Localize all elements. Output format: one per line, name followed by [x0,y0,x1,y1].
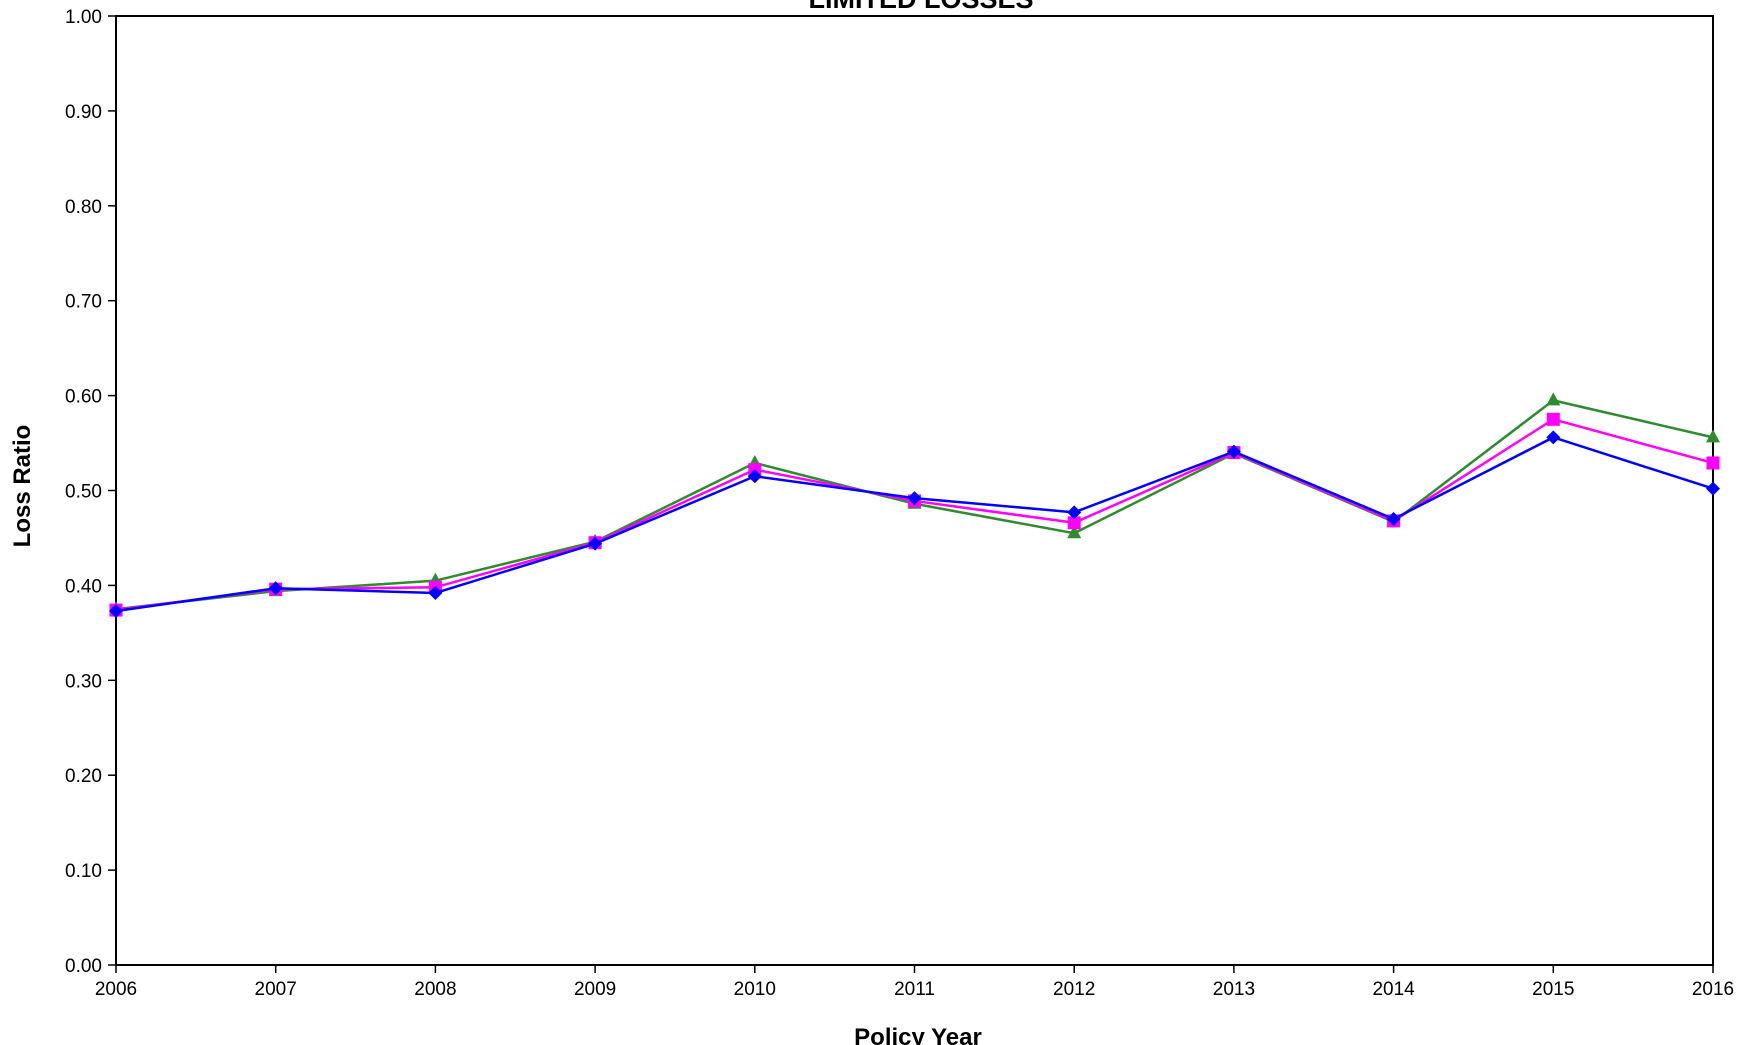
x-tick-label: 2012 [1053,979,1095,1000]
y-axis-label: Loss Ratio [9,425,36,548]
x-axis-label: Policy Year [854,1024,982,1045]
triangle-point [1067,525,1082,539]
diamond-point [588,536,603,551]
diamond-point [747,469,762,484]
x-tick-label: 2007 [255,979,297,1000]
y-axis-ticks: 0.00 0.10 0.20 0.30 0.40 0.50 0.60 0.70 0.80 0.90… [65,7,116,977]
square-point [1546,412,1560,426]
square-point [1067,516,1081,530]
diamond-point [1226,444,1241,459]
triangle-point [1546,392,1561,406]
y-tick-label: 1.00 [65,7,102,28]
diamond-point [907,491,922,506]
x-tick-label: 2011 [894,979,935,1000]
diamond-point [268,581,283,596]
series-3 [109,430,1720,619]
series-line [115,417,1714,612]
x-tick-label: 2008 [414,979,456,1000]
diamond-point [1067,505,1082,520]
y-tick-label: 0.80 [65,197,102,218]
x-axis-ticks: 2006 2007 2008 2009 2010 2011 2012 2013 2014 2015… [95,965,1734,1000]
y-tick-label: 0.60 [65,387,102,408]
x-tick-label: 2013 [1213,979,1255,1000]
y-tick-label: 0.20 [65,766,102,787]
diamond-point [1546,430,1561,445]
chart-title: LIMITED LOSSES [808,0,1033,14]
y-tick-label: 0.00 [65,956,102,977]
x-tick-label: 2014 [1372,979,1415,1000]
triangle-point [1706,429,1720,443]
y-tick-label: 0.50 [65,482,102,503]
diamond-point [1706,481,1720,496]
y-tick-label: 0.90 [65,102,102,123]
x-tick-label: 2009 [574,979,616,1000]
square-point [1706,456,1720,470]
y-tick-label: 0.70 [65,292,102,313]
y-tick-label: 0.10 [65,861,102,882]
y-tick-label: 0.40 [65,576,102,597]
x-tick-label: 2010 [734,979,776,1000]
diamond-point [1386,511,1401,526]
x-tick-label: 2016 [1692,979,1734,1000]
x-tick-label: 2006 [95,979,137,1000]
series-layer [109,392,1720,619]
diamond-point [109,604,123,619]
plot-area [115,15,1714,966]
y-tick-label: 0.30 [65,671,102,692]
diamond-point [428,585,443,600]
x-tick-label: 2015 [1532,979,1574,1000]
